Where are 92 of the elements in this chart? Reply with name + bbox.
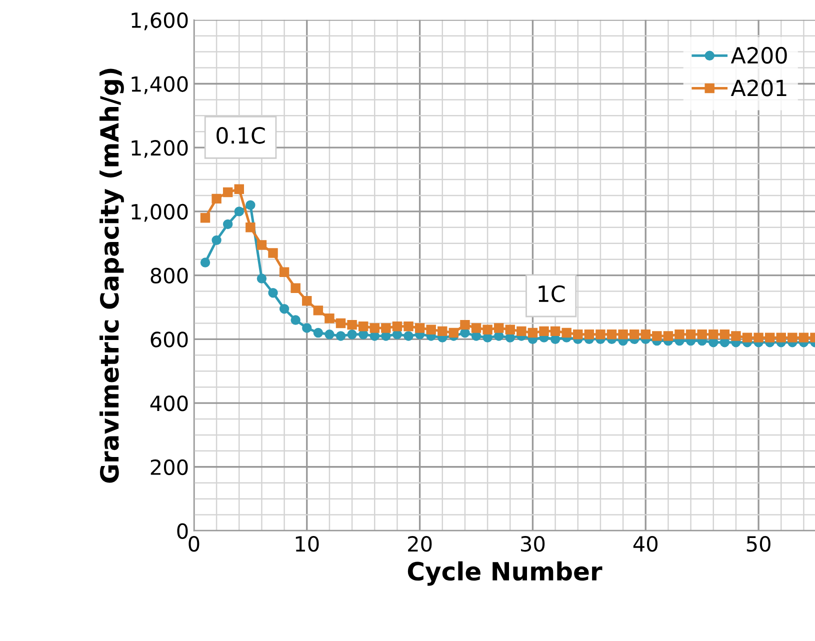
point bbox=[573, 330, 583, 340]
point bbox=[448, 328, 459, 338]
point bbox=[302, 296, 312, 306]
point bbox=[539, 326, 549, 336]
point bbox=[764, 332, 775, 342]
point bbox=[471, 323, 482, 333]
point bbox=[279, 267, 290, 277]
point bbox=[313, 306, 324, 316]
annotation: 1C bbox=[538, 285, 565, 302]
point bbox=[200, 212, 210, 223]
point bbox=[731, 331, 741, 341]
point bbox=[618, 330, 628, 340]
x-tick-label: 0 bbox=[188, 536, 200, 552]
y-tick-label: 1,600 bbox=[132, 12, 188, 30]
point bbox=[584, 330, 594, 340]
point bbox=[404, 331, 414, 341]
y-tick-label: 200 bbox=[150, 459, 188, 476]
point bbox=[279, 304, 290, 314]
point bbox=[246, 222, 256, 232]
point bbox=[381, 323, 391, 333]
y-tick-label: 800 bbox=[150, 268, 188, 284]
point bbox=[256, 240, 267, 250]
point bbox=[268, 288, 278, 298]
point bbox=[290, 283, 300, 293]
point bbox=[776, 332, 786, 342]
point bbox=[697, 330, 707, 340]
point bbox=[370, 323, 380, 333]
point bbox=[336, 318, 346, 328]
point bbox=[742, 332, 752, 342]
x-tick-label: 30 bbox=[521, 536, 545, 552]
y-axis-title: Gravimetric Capacity (mAh/g) bbox=[100, 68, 124, 483]
y-tick-label: 1,400 bbox=[132, 76, 188, 94]
point bbox=[652, 331, 662, 341]
point bbox=[324, 314, 334, 324]
point bbox=[324, 330, 334, 340]
point bbox=[222, 219, 233, 230]
point bbox=[460, 320, 470, 330]
y-tick-label: 1,000 bbox=[132, 204, 188, 222]
point bbox=[596, 330, 606, 340]
point bbox=[256, 274, 267, 284]
point bbox=[494, 323, 504, 333]
point bbox=[798, 332, 809, 342]
point bbox=[674, 330, 684, 340]
y-tick-label: 400 bbox=[150, 395, 188, 412]
point bbox=[663, 331, 674, 341]
point bbox=[426, 324, 436, 334]
point bbox=[234, 184, 244, 194]
point bbox=[222, 187, 233, 198]
point bbox=[212, 235, 222, 246]
point bbox=[720, 330, 730, 340]
point bbox=[234, 206, 244, 216]
y-tick-label: 600 bbox=[150, 332, 188, 348]
point bbox=[347, 330, 357, 340]
x-axis-title: Cycle Number bbox=[408, 561, 602, 586]
point bbox=[629, 330, 640, 340]
point bbox=[268, 248, 278, 258]
point bbox=[212, 194, 222, 204]
point bbox=[347, 320, 357, 330]
y-tick-label: 1,200 bbox=[132, 140, 188, 158]
point bbox=[404, 322, 414, 332]
y-tick-label: 0 bbox=[177, 523, 188, 539]
x-tick-label: 50 bbox=[746, 536, 770, 552]
legend-label: A200 bbox=[730, 46, 787, 64]
point bbox=[550, 326, 560, 336]
point bbox=[562, 328, 572, 338]
x-tick-label: 40 bbox=[633, 536, 658, 552]
point bbox=[438, 326, 448, 336]
point bbox=[200, 258, 210, 268]
point bbox=[336, 331, 346, 341]
point bbox=[290, 315, 300, 325]
point bbox=[606, 330, 617, 340]
point bbox=[302, 323, 312, 333]
x-tick-label: 10 bbox=[296, 536, 319, 552]
legend-label: A201 bbox=[730, 80, 786, 96]
point bbox=[516, 326, 526, 336]
point bbox=[313, 328, 324, 338]
point bbox=[720, 338, 730, 348]
point bbox=[686, 330, 696, 340]
point bbox=[505, 324, 515, 334]
point bbox=[392, 322, 402, 332]
point bbox=[528, 328, 538, 338]
point bbox=[246, 200, 256, 210]
point bbox=[640, 330, 650, 340]
point bbox=[754, 332, 764, 342]
point bbox=[708, 330, 718, 340]
point bbox=[708, 338, 718, 348]
point bbox=[788, 332, 798, 342]
point bbox=[482, 324, 492, 334]
x-tick-label: 20 bbox=[408, 536, 432, 552]
annotation: 0.1C bbox=[216, 127, 265, 144]
point bbox=[358, 322, 368, 332]
point bbox=[414, 323, 425, 333]
